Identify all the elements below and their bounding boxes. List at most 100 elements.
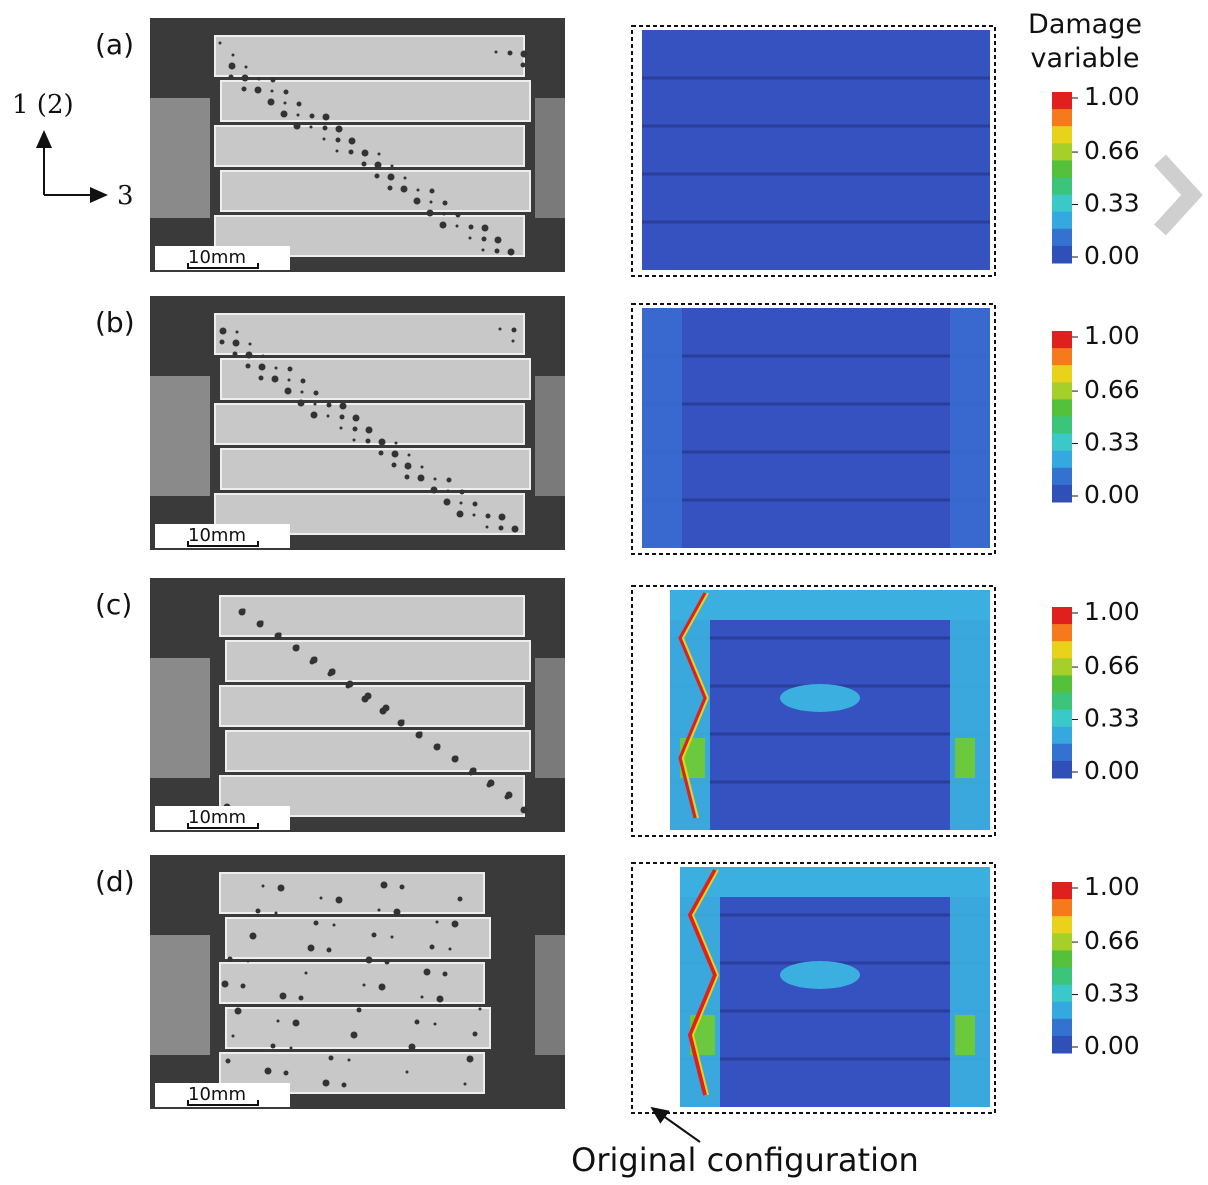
colorbar-segment (1052, 160, 1072, 178)
pore (520, 50, 528, 58)
specimen-layer (219, 685, 525, 727)
pore (420, 995, 424, 999)
pore (520, 62, 526, 68)
pore (330, 668, 336, 674)
axis-horizontal-label: 3 (117, 181, 134, 211)
scale-bar (187, 823, 259, 829)
pore (455, 224, 459, 228)
pore (394, 441, 398, 445)
scale-bar-label: 10mm (188, 247, 246, 268)
pore (505, 791, 513, 799)
colorbar-segment (1052, 709, 1072, 728)
pore (335, 896, 343, 904)
scale-bar-label: 10mm (188, 807, 246, 828)
damage-zone (780, 961, 860, 989)
colorbar-segment (1052, 967, 1072, 986)
specimen-layer (214, 403, 525, 445)
pore (258, 363, 266, 371)
colorbar-segment (1052, 433, 1072, 452)
colorbar-tick-label: 1.00 (1084, 321, 1140, 350)
crack-edge (681, 592, 710, 819)
specimen-layer (220, 448, 531, 490)
pore (298, 995, 304, 1001)
pore (309, 125, 313, 129)
pore (274, 366, 278, 370)
pore (235, 330, 239, 334)
original-configuration (631, 585, 996, 837)
damage-zone (642, 308, 682, 548)
colorbar-segment (1052, 899, 1072, 917)
pore (289, 1046, 293, 1050)
pore (257, 77, 261, 81)
pore (390, 164, 394, 168)
pore (346, 680, 354, 688)
pore (451, 920, 459, 928)
pore (507, 50, 513, 56)
specimen-layer (214, 313, 525, 355)
pore (468, 224, 474, 230)
pore (404, 474, 410, 480)
pore (264, 1067, 272, 1075)
pore (487, 779, 495, 787)
colorbar-segment (1052, 365, 1072, 383)
pore (240, 983, 246, 989)
colorbar-segment (1052, 1001, 1072, 1020)
colorbar-segment (1052, 933, 1072, 951)
panel-label: (d) (95, 865, 135, 898)
pore (245, 351, 253, 359)
colorbar-tick-label: 1.00 (1084, 82, 1140, 111)
damage-zone (950, 867, 990, 1107)
colorbar-segment (1052, 331, 1072, 349)
axis-vertical-label: 1 (2) (12, 90, 74, 120)
scale-bar-box (155, 806, 290, 830)
pore (399, 884, 405, 890)
damage-zone (950, 590, 990, 830)
pore (267, 98, 275, 106)
pore (442, 212, 446, 216)
specimen-layer (214, 35, 525, 77)
pore (296, 101, 302, 107)
pore (348, 149, 354, 155)
pore (312, 656, 318, 662)
damage-zone (780, 684, 860, 712)
pore (322, 113, 330, 121)
pore (511, 339, 515, 343)
pore (442, 971, 448, 977)
pore (287, 366, 293, 372)
pore (511, 525, 519, 533)
pore (261, 884, 265, 888)
panel: 10mm (b) 1.00 0.66 0.33 0.00 (95, 296, 1140, 555)
annotation: Original configuration (571, 1106, 919, 1179)
scale-bar (187, 1100, 259, 1106)
pore (232, 351, 238, 357)
pore (378, 438, 386, 446)
pore (481, 224, 489, 232)
pore (294, 644, 300, 650)
pore (442, 200, 448, 206)
pore (260, 620, 264, 624)
pore (221, 980, 229, 988)
colorbar-segment (1052, 760, 1072, 779)
pore (472, 1031, 478, 1037)
colorbar-segment (1052, 726, 1072, 745)
colorbar-tick-label: 0.66 (1084, 136, 1140, 165)
pore (365, 426, 373, 434)
scale-bar (187, 541, 259, 547)
pore (481, 236, 487, 242)
pore (339, 414, 345, 420)
scale-bar (187, 263, 259, 269)
pore (393, 908, 401, 916)
pore (443, 498, 451, 506)
colorbar-tick-label: 0.33 (1084, 428, 1140, 457)
panel-label: (b) (95, 306, 135, 339)
colorbar-segment (1052, 416, 1072, 435)
pore (307, 944, 315, 952)
pore (309, 113, 315, 119)
pore (277, 884, 285, 892)
pore (453, 755, 459, 761)
pore (413, 197, 421, 205)
pore (335, 137, 341, 143)
pore (429, 200, 433, 204)
damage-zone (955, 738, 975, 778)
